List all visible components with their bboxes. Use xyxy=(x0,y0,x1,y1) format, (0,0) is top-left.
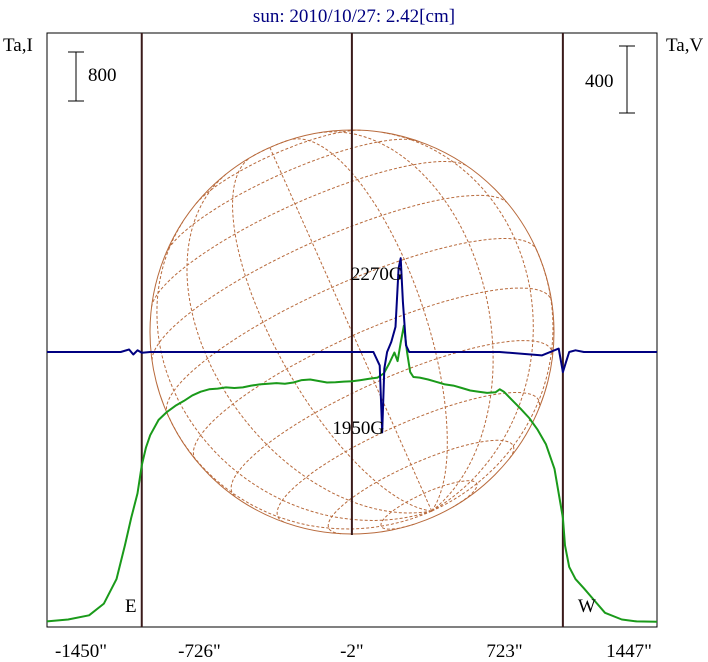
x-tick-label: 1447" xyxy=(606,641,652,662)
parallel-line xyxy=(252,140,288,157)
reference-lines xyxy=(140,33,564,627)
x-tick-label: -2" xyxy=(340,641,364,662)
x-tick-label: -726" xyxy=(178,641,221,662)
left-axis-label: Ta,I xyxy=(3,35,33,56)
x-tick-label: 723" xyxy=(486,641,522,662)
parallel-line xyxy=(380,480,478,530)
scale-bar-right xyxy=(619,45,635,114)
meridian-line xyxy=(431,249,554,512)
annotations: 2270G 1950G xyxy=(332,264,403,439)
annotation-label: 2270G xyxy=(351,264,403,285)
meridian-line xyxy=(269,147,433,512)
parallel-line xyxy=(151,161,468,307)
parallel-line xyxy=(165,138,419,254)
scale-bar-left xyxy=(68,51,84,102)
series-line-polarization xyxy=(47,257,657,434)
scale-bar-right-label: 400 xyxy=(585,71,614,92)
parallel-line xyxy=(192,287,553,461)
series-group xyxy=(46,257,658,623)
annotation-label: 1950G xyxy=(332,418,384,439)
meridian-line xyxy=(292,138,448,512)
x-tick-labels: -1450" -726" -2" 723" 1447" xyxy=(55,641,652,662)
meridian-line xyxy=(167,413,432,530)
scale-bar-left-label: 800 xyxy=(88,65,117,86)
parallel-line xyxy=(195,129,361,204)
meridian-line xyxy=(319,131,494,512)
meridian-line xyxy=(383,132,534,512)
meridian-line xyxy=(231,158,432,512)
right-axis-label: Ta,V xyxy=(666,35,703,56)
chart-title: sun: 2010/10/27: 2.42[cm] xyxy=(253,6,455,27)
parallel-line xyxy=(327,439,515,535)
parallel-line xyxy=(230,340,554,497)
meridian-line xyxy=(186,173,432,514)
limb-label: E xyxy=(125,596,137,617)
parallel-line xyxy=(165,238,537,415)
series-line-intensity xyxy=(46,324,658,623)
x-tick-label: -1450" xyxy=(55,641,107,662)
parallel-line xyxy=(151,194,507,361)
parallel-line xyxy=(276,392,541,523)
limb-label: W xyxy=(578,596,596,617)
solar-disk xyxy=(149,129,555,535)
